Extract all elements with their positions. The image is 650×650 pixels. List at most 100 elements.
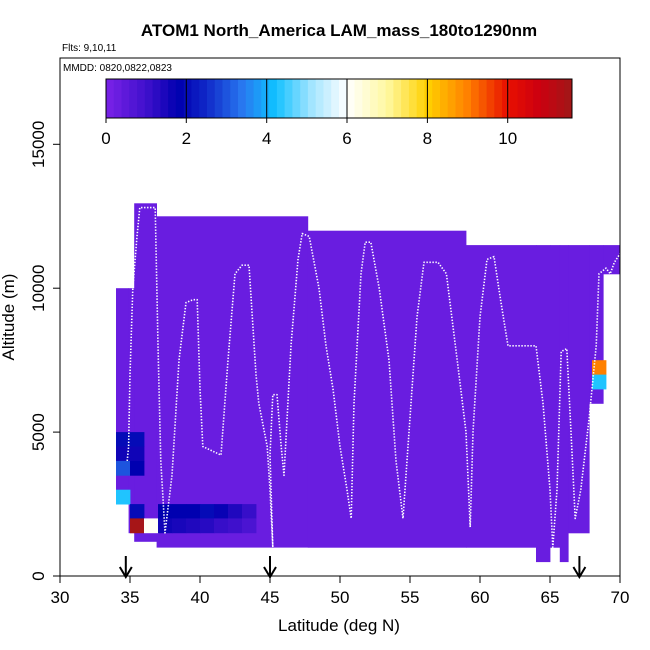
heatmap-cell [158,518,173,534]
colorbar-swatch [478,79,488,118]
heatmap-cell [130,432,145,447]
colorbar-swatch [253,79,262,118]
colorbar-swatch [416,79,425,118]
heatmap-cell [568,245,590,534]
heatmap-cell [200,518,215,534]
heatmap-cell [214,518,229,534]
colorbar-swatch [207,79,216,118]
heatmap-cell [116,489,131,505]
x-tick-label: 70 [611,588,630,607]
colorbar-swatch [362,79,371,118]
colorbar-swatch [113,79,123,118]
heatmap-cell [466,245,537,548]
y-tick-label: 5000 [29,413,48,451]
colorbar-swatch [401,79,410,118]
arrow-head [572,566,587,579]
arrow-head [263,566,277,579]
heatmap-cell [242,518,257,534]
colorbar-tick-label: 4 [262,129,271,148]
colorbar-swatch [230,79,239,118]
x-tick-label: 45 [261,588,280,607]
colorbar-swatch [175,79,185,118]
heatmap-cell [228,504,243,519]
colorbar-swatch [199,79,208,118]
heatmap-cell [116,432,131,447]
heatmap-cell [200,504,215,519]
colorbar-tick-label: 2 [182,129,191,148]
heatmap-cell [172,518,187,534]
colorbar-swatch [502,79,511,118]
colorbar-swatch [517,79,526,118]
heatmap-cell [592,360,607,375]
y-tick-label: 10000 [29,265,48,312]
colorbar-swatch [432,79,441,118]
x-tick-label: 65 [541,588,560,607]
colorbar-swatch [160,79,169,118]
colorbar: 0 2 4 6 8 10 [101,78,573,148]
colorbar-swatch [346,79,356,118]
colorbar-swatch [440,79,449,118]
colorbar-swatch [509,79,519,118]
colorbar-swatch [486,79,495,118]
colorbar-swatch [183,79,192,118]
heatmap-cell [307,230,467,548]
x-tick-label: 30 [51,588,70,607]
x-tick-label: 55 [401,588,420,607]
colorbar-swatch [525,79,534,118]
colorbar-swatch [245,79,255,118]
colorbar-swatch [540,79,550,118]
colorbar-swatch [152,79,161,118]
chart-title: ATOM1 North_America LAM_mass_180to1290nm [141,21,537,40]
heatmap-cell [603,245,621,275]
x-tick-label: 50 [331,588,350,607]
colorbar-swatch [393,79,402,118]
flights-note: Flts: 9,10,11 [62,43,117,54]
x-tick-label: 40 [191,588,210,607]
colorbar-swatch [315,79,324,118]
colorbar-tick-label: 0 [101,129,110,148]
colorbar-swatch [385,79,394,118]
colorbar-swatch [222,79,231,118]
heatmap-cell [134,203,157,542]
colorbar-swatch [463,79,472,118]
colorbar-swatch [339,79,348,118]
colorbar-swatch [129,79,138,118]
colorbar-swatch [370,79,379,118]
colorbar-swatch [284,79,293,118]
colorbar-swatch [276,79,286,118]
heatmap-cell [144,518,159,534]
heatmap-cell [550,245,561,548]
colorbar-swatch [137,79,146,118]
heatmap-cell [592,374,607,390]
y-tick-label: 15000 [29,121,48,168]
heatmap-cell [130,504,145,519]
arrow-head [118,566,133,579]
heatmap-cell [128,288,135,534]
colorbar-swatch [471,79,480,118]
heatmap-cell [242,504,257,519]
x-tick-label: 35 [121,588,140,607]
dates-note: MMDD: 0820,0822,0823 [63,63,172,74]
y-tick-label: 0 [29,571,48,580]
colorbar-swatch [144,79,154,118]
colorbar-swatch [354,79,363,118]
colorbar-swatch [377,79,387,118]
colorbar-swatch [548,79,557,118]
colorbar-swatch [331,79,340,118]
colorbar-tick-label: 8 [423,129,432,148]
colorbar-swatch [307,79,317,118]
colorbar-swatch [408,79,418,118]
heatmap-cell [172,504,187,519]
colorbar-swatch [424,79,433,118]
colorbar-swatch [121,79,130,118]
colorbar-swatch [269,79,278,118]
heatmap-cell [214,504,229,519]
colorbar-tick-label: 10 [498,129,517,148]
colorbar-swatch [556,79,565,118]
heatmap-cell [156,216,309,548]
colorbar-swatch [238,79,247,118]
colorbar-swatch [564,79,573,118]
colorbar-swatch [292,79,301,118]
